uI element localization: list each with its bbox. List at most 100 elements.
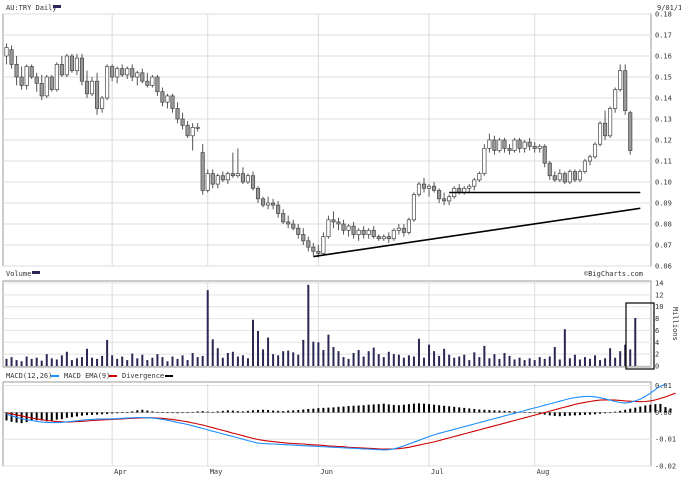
candle-body — [562, 173, 567, 183]
price-y-tick: 0.18 — [655, 11, 672, 19]
divergence-bar — [186, 412, 189, 414]
divergence-bar — [70, 412, 73, 418]
divergence-bar — [634, 407, 637, 413]
macd-panel: 0.01 0.00 -0.01 -0.02 MACD(12,26) MACD EMA(… — [2, 372, 676, 471]
volume-bar — [297, 354, 300, 366]
volume-bar — [111, 355, 114, 366]
volume-bar — [448, 354, 451, 366]
price-y-tick: 0.09 — [655, 200, 672, 208]
candle-body — [286, 221, 291, 225]
divergence-bar — [191, 411, 194, 413]
last-volume-highlight-box — [625, 302, 655, 370]
volume-bar — [116, 358, 119, 366]
price-y-tick: 0.16 — [655, 53, 672, 61]
volume-bar — [412, 356, 415, 366]
candle-body — [426, 185, 432, 189]
candle-body — [507, 148, 512, 151]
price-y-tick: 0.14 — [655, 95, 672, 103]
volume-bar — [423, 357, 426, 366]
divergence-bar — [322, 407, 325, 413]
divergence-bar — [216, 411, 219, 413]
divergence-bar — [55, 412, 58, 420]
divergence-bar — [624, 409, 627, 413]
volume-bar — [599, 360, 602, 366]
divergence-bar — [423, 403, 426, 413]
volume-bar — [317, 342, 320, 366]
divergence-bar — [166, 412, 169, 414]
volume-bar — [5, 358, 8, 366]
volume-bar — [151, 357, 154, 366]
divergence-bar — [126, 412, 129, 414]
volume-bar — [402, 357, 405, 366]
divergence-bar — [121, 412, 124, 414]
volume-bar — [337, 351, 340, 366]
divergence-bar — [508, 411, 511, 413]
volume-y-tick: 2 — [655, 351, 659, 359]
candle-body — [316, 250, 321, 254]
candle-body — [220, 175, 225, 181]
candle-body — [492, 139, 497, 151]
volume-bar — [226, 352, 229, 366]
volume-bar — [342, 357, 345, 366]
volume-y-tick: 12 — [655, 291, 663, 299]
volume-bar — [583, 357, 586, 366]
brand-label: ©BigCharts.com — [584, 270, 643, 278]
candle-body — [150, 76, 155, 86]
divergence-bar — [644, 405, 647, 413]
volume-bar — [463, 354, 466, 366]
symbol-label: AU:TRY Daily — [6, 4, 57, 12]
divergence-bar — [302, 409, 305, 413]
volume-bar — [347, 358, 350, 366]
divergence-bar — [614, 411, 617, 413]
divergence-bar — [251, 410, 254, 413]
divergence-bar — [221, 410, 224, 413]
candle-body — [49, 76, 54, 90]
macd-line — [6, 383, 666, 451]
divergence-bar — [649, 404, 652, 413]
divergence-bar — [362, 405, 365, 413]
divergence-bar — [146, 410, 149, 413]
volume-bar — [483, 345, 486, 366]
candle-body — [84, 80, 90, 95]
candle-body — [527, 141, 532, 147]
candle-body — [100, 97, 105, 109]
volume-bar — [543, 358, 546, 366]
divergence-bar — [246, 410, 249, 413]
volume-bar — [161, 357, 164, 366]
divergence-bar — [523, 411, 526, 413]
volume-bar — [302, 339, 305, 366]
candle-body — [230, 173, 235, 177]
macd-divergence-bars — [5, 403, 672, 424]
divergence-bar — [5, 412, 8, 421]
candle-body — [185, 124, 190, 137]
divergence-bar — [392, 404, 395, 413]
candle-body — [145, 80, 150, 86]
divergence-bar — [156, 411, 159, 413]
candle-body — [482, 148, 487, 174]
divergence-bar — [136, 410, 139, 413]
candle-body — [89, 80, 95, 95]
macd-month-grid — [111, 382, 536, 466]
volume-bar — [382, 357, 385, 366]
volume-bar — [327, 334, 330, 366]
divergence-bar — [664, 407, 667, 413]
x-tick-label: May — [210, 468, 223, 476]
volume-bar — [498, 358, 501, 366]
candle-body — [95, 80, 100, 109]
candle-body — [396, 227, 401, 231]
divergence-bar — [75, 412, 78, 417]
candle-body — [608, 108, 613, 137]
volume-bar — [60, 355, 63, 366]
divergence-bar — [206, 411, 209, 413]
candle-body — [442, 198, 447, 202]
divergence-bar — [287, 410, 290, 413]
divergence-bar — [50, 412, 53, 421]
candle-body — [250, 175, 256, 189]
candle-body — [125, 68, 130, 76]
candle-body — [598, 122, 603, 145]
divergence-bar — [151, 411, 154, 413]
candle-body — [623, 70, 628, 111]
candle-body — [532, 145, 537, 149]
volume-bar — [55, 359, 58, 366]
